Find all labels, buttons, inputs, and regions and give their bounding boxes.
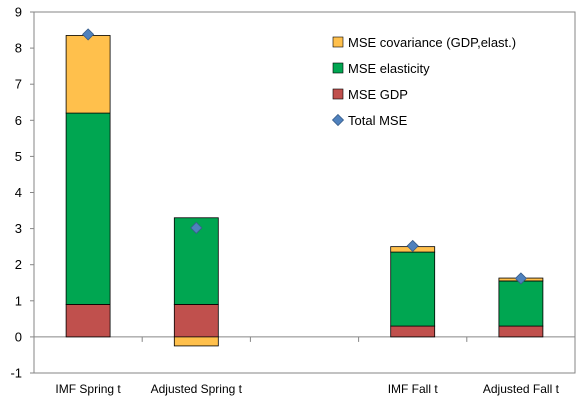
legend-label: Total MSE <box>348 113 408 128</box>
legend-label: MSE elasticity <box>348 61 430 76</box>
y-tick-label: 3 <box>15 221 22 236</box>
legend: MSE covariance (GDP,elast.) MSE elasticit… <box>331 35 516 128</box>
y-tick-label: 4 <box>15 185 22 200</box>
legend-label: MSE GDP <box>348 87 408 102</box>
y-tick-label: 6 <box>15 113 22 128</box>
x-axis: IMF Spring t Adjusted Spring t IMF Fall t A… <box>33 336 576 396</box>
total-mse-marker <box>82 28 95 41</box>
total-mse-marker <box>406 239 419 252</box>
bar-segment-mse-gdp <box>65 304 111 338</box>
bar-segment-mse-covariance-gdp-elast <box>173 336 219 347</box>
total-mse-marker <box>190 221 203 234</box>
y-axis: -1 0 1 2 3 4 5 6 7 8 9 <box>10 5 35 381</box>
y-tick-label: 5 <box>15 149 22 164</box>
bar-segment-mse-covariance-gdp-elast <box>65 35 111 114</box>
x-category-label: IMF Spring t <box>55 382 121 396</box>
legend-swatch <box>332 36 344 48</box>
y-tick-label: -1 <box>10 366 22 381</box>
legend-swatch <box>332 88 344 100</box>
bar-segment-mse-elasticity <box>390 251 436 327</box>
x-category-label: Adjusted Spring t <box>151 382 243 396</box>
y-tick-label: 8 <box>15 41 22 56</box>
x-category-label: IMF Fall t <box>388 382 439 396</box>
y-tick-label: 9 <box>15 5 22 20</box>
legend-swatch <box>332 62 344 74</box>
bars <box>65 35 544 347</box>
bar-segment-mse-elasticity <box>498 280 544 327</box>
plot-area <box>33 11 576 374</box>
bar-segment-mse-gdp <box>390 325 436 338</box>
legend-item: MSE elasticity <box>332 61 430 76</box>
y-tick-label: 2 <box>15 257 22 272</box>
y-tick-label: 7 <box>15 77 22 92</box>
legend-item: MSE covariance (GDP,elast.) <box>332 35 516 50</box>
plot-border <box>33 11 576 374</box>
legend-swatch <box>331 113 345 127</box>
y-tick-label: 0 <box>15 329 22 344</box>
y-tick-label: 1 <box>15 293 22 308</box>
legend-item: MSE GDP <box>332 87 408 102</box>
bar-segment-mse-gdp <box>498 325 544 338</box>
bar-segment-mse-elasticity <box>65 112 111 305</box>
total-markers <box>82 28 527 285</box>
legend-label: MSE covariance (GDP,elast.) <box>348 35 516 50</box>
legend-item: Total MSE <box>331 113 408 128</box>
total-mse-marker <box>514 272 527 285</box>
x-category-label: Adjusted Fall t <box>483 382 560 396</box>
bar-segment-mse-gdp <box>173 304 219 338</box>
